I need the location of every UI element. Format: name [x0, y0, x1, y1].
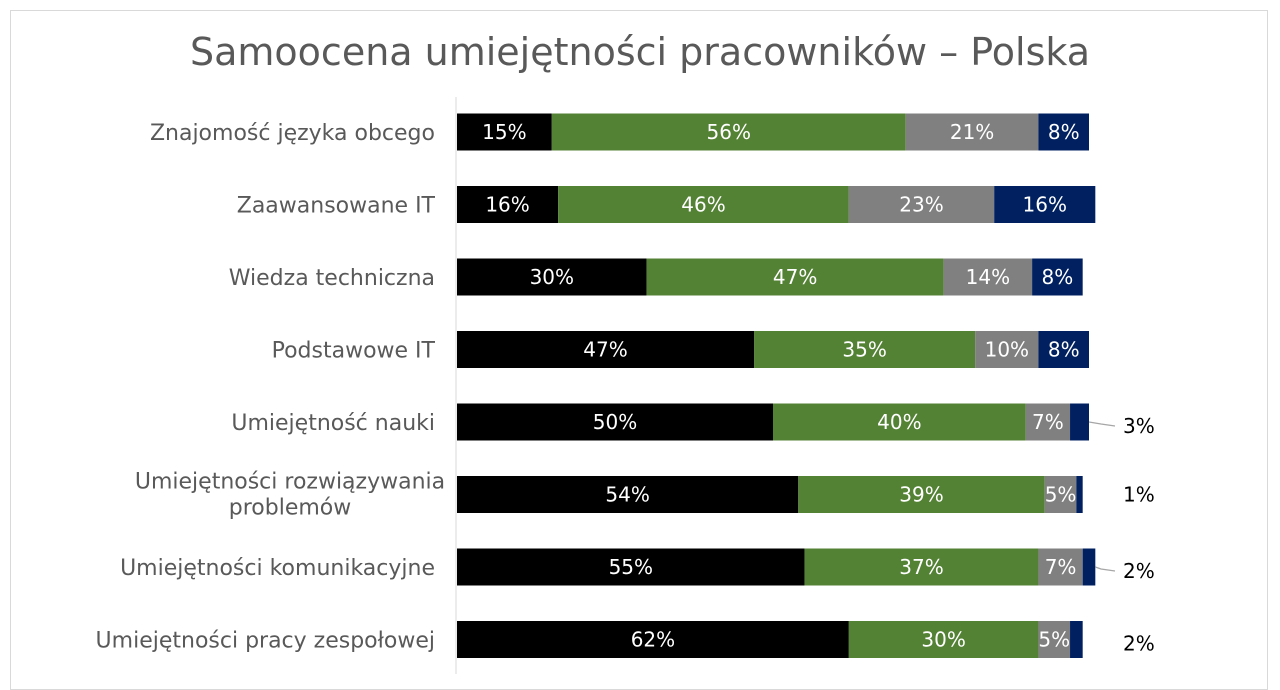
bar-segment: [646, 258, 944, 296]
bar-segment: [1038, 113, 1089, 151]
data-label: 47%: [583, 338, 627, 362]
bar-segment: [994, 186, 1096, 223]
bar-segment: [1076, 476, 1083, 513]
category-label: Umiejętności rozwiązywania problemów: [135, 470, 445, 521]
data-label: 46%: [681, 193, 725, 217]
data-label: 50%: [593, 410, 637, 434]
category-label: Umiejętności pracy zespołowej: [96, 629, 435, 654]
data-label: 62%: [631, 628, 675, 652]
bar-segment: [1082, 548, 1096, 586]
category-label: Umiejętność nauki: [231, 411, 435, 436]
bar-segment: [798, 476, 1045, 513]
bar-segment: [804, 548, 1039, 586]
category-label: Podstawowe IT: [272, 339, 436, 364]
data-label: 7%: [1032, 410, 1064, 434]
bar-segment: [943, 258, 1033, 296]
bar-segment: [848, 621, 1039, 658]
category-label: Znajomość języka obcego: [150, 121, 435, 146]
data-label: 54%: [605, 483, 649, 507]
category-label: Wiedza techniczna: [229, 266, 435, 291]
category-label: Umiejętności komunikacyjne: [120, 556, 435, 581]
data-label: 5%: [1038, 628, 1070, 652]
bar-segment: [457, 113, 552, 151]
bar-segment: [975, 331, 1039, 368]
bar-segment: [1038, 331, 1089, 368]
data-label: 8%: [1042, 265, 1074, 289]
data-label: 23%: [899, 193, 943, 217]
data-label: 2%: [1123, 559, 1155, 583]
data-label: 55%: [609, 555, 653, 579]
data-label: 35%: [842, 338, 886, 362]
bar-segment: [558, 186, 849, 223]
data-label: 14%: [966, 265, 1010, 289]
data-label: 16%: [1023, 193, 1067, 217]
data-label: 7%: [1045, 555, 1077, 579]
bar-segment: [1025, 403, 1071, 441]
bar-segment: [754, 331, 976, 368]
data-label: 16%: [485, 193, 529, 217]
bar-segment: [457, 621, 849, 658]
bar-segment: [457, 186, 559, 223]
data-label: 40%: [877, 410, 921, 434]
leader-line: [1088, 421, 1116, 427]
bar-segment: [457, 331, 755, 368]
bar-segment: [773, 403, 1026, 441]
data-label: 5%: [1045, 483, 1077, 507]
data-label: 47%: [773, 265, 817, 289]
bar-segment: [1070, 621, 1083, 658]
bar-segment: [457, 548, 805, 586]
bar-segment: [457, 403, 773, 441]
stacked-bar-chart: Znajomość języka obcego 15% 56% 21% 8% Zaawan…: [96, 97, 1155, 674]
bar-segment: [1032, 258, 1083, 296]
bar-segment: [905, 113, 1039, 151]
data-label: 2%: [1123, 632, 1155, 656]
data-label: 10%: [985, 338, 1029, 362]
data-label: 15%: [482, 120, 526, 144]
data-label: 30%: [921, 628, 965, 652]
chart-title: Samoocena umiejętności pracowników – Pol…: [190, 30, 1090, 74]
bar-segment: [457, 476, 799, 513]
data-label: 56%: [707, 120, 751, 144]
data-label: 30%: [530, 265, 574, 289]
bar-segment: [848, 186, 995, 223]
bar-segment: [1044, 476, 1077, 513]
leader-line: [1095, 566, 1116, 572]
bar-segment: [551, 113, 906, 151]
bar-segment: [1070, 403, 1089, 441]
bar-segment: [1038, 621, 1071, 658]
data-label: 3%: [1123, 414, 1155, 438]
data-label: 39%: [899, 483, 943, 507]
bar-segment: [457, 258, 647, 296]
data-label: 21%: [950, 120, 994, 144]
data-label: 37%: [899, 555, 943, 579]
category-label: Zaawansowane IT: [237, 194, 436, 219]
data-label: 8%: [1048, 338, 1080, 362]
data-label: 1%: [1123, 483, 1155, 507]
bar-segment: [1038, 548, 1083, 586]
data-label: 8%: [1048, 120, 1080, 144]
